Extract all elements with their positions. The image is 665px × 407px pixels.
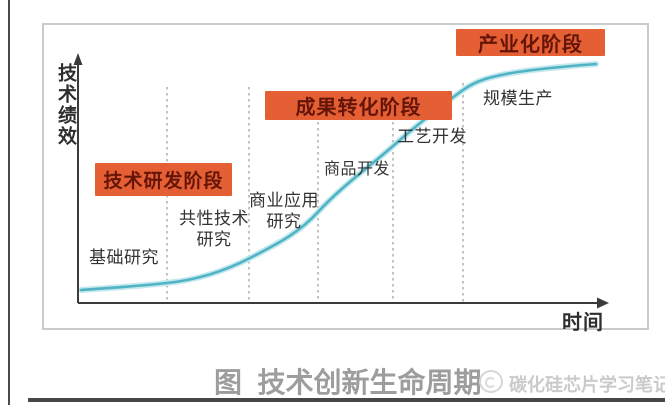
stage-label-product-development: 商品开发 bbox=[323, 161, 390, 178]
phase-box-transformation: 成果转化阶段 bbox=[265, 91, 452, 120]
stage-divider-lines bbox=[166, 83, 464, 303]
stage-label-process-development: 工艺开发 bbox=[397, 127, 467, 146]
bottom-divider-line bbox=[28, 398, 665, 402]
stage-label-scale-production: 规模生产 bbox=[483, 89, 553, 108]
s-curve-plot bbox=[73, 53, 609, 309]
stage-label-generic-tech-research: 共性技术 研究 bbox=[179, 209, 249, 249]
figure-caption: 图 技术创新生命周期 bbox=[214, 367, 482, 398]
y-axis-arrow-icon bbox=[73, 53, 83, 65]
phase-box-industrialization: 产业化阶段 bbox=[456, 29, 605, 56]
watermark-text: 碳化硅芯片学习笔记 bbox=[509, 375, 665, 395]
x-axis-label: 时间 bbox=[562, 312, 604, 334]
y-axis-label: 技术绩效 bbox=[55, 63, 76, 147]
watermark-logo-icon bbox=[479, 370, 503, 393]
stage-label-commercial-application-research: 商业应用 研究 bbox=[249, 191, 319, 231]
x-axis-arrow-icon bbox=[597, 297, 609, 309]
stage-label-basic-research: 基础研究 bbox=[89, 248, 159, 267]
axes bbox=[77, 63, 598, 304]
phase-box-tech-rnd: 技术研发阶段 bbox=[95, 163, 232, 196]
s-curve-line bbox=[79, 62, 598, 292]
left-border-line bbox=[8, 0, 10, 405]
